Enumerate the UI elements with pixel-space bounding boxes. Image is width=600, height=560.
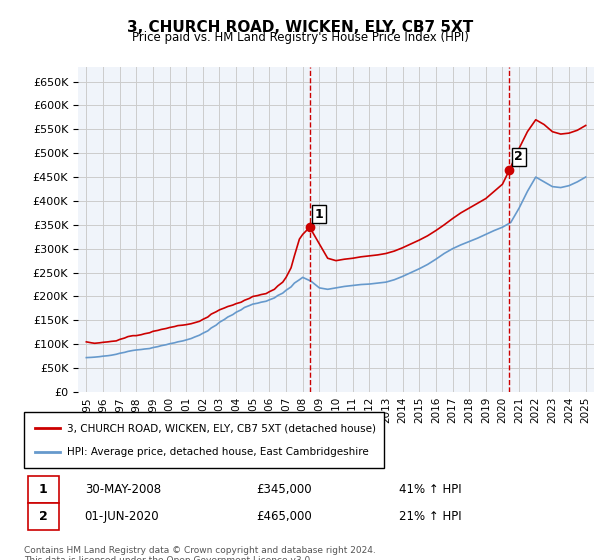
Text: £345,000: £345,000	[256, 483, 311, 496]
FancyBboxPatch shape	[24, 412, 384, 468]
Text: 3, CHURCH ROAD, WICKEN, ELY, CB7 5XT: 3, CHURCH ROAD, WICKEN, ELY, CB7 5XT	[127, 20, 473, 35]
Text: 01-JUN-2020: 01-JUN-2020	[85, 510, 160, 522]
Text: 21% ↑ HPI: 21% ↑ HPI	[400, 510, 462, 522]
Text: 2: 2	[514, 150, 523, 164]
Text: 1: 1	[314, 208, 323, 221]
Text: 3, CHURCH ROAD, WICKEN, ELY, CB7 5XT (detached house): 3, CHURCH ROAD, WICKEN, ELY, CB7 5XT (de…	[67, 423, 376, 433]
FancyBboxPatch shape	[28, 503, 59, 530]
Text: 1: 1	[39, 483, 47, 496]
FancyBboxPatch shape	[28, 475, 59, 503]
Text: Price paid vs. HM Land Registry's House Price Index (HPI): Price paid vs. HM Land Registry's House …	[131, 31, 469, 44]
Text: Contains HM Land Registry data © Crown copyright and database right 2024.
This d: Contains HM Land Registry data © Crown c…	[24, 546, 376, 560]
Text: 41% ↑ HPI: 41% ↑ HPI	[400, 483, 462, 496]
Text: 30-MAY-2008: 30-MAY-2008	[85, 483, 161, 496]
Text: £465,000: £465,000	[256, 510, 311, 522]
Text: 2: 2	[39, 510, 47, 522]
Text: HPI: Average price, detached house, East Cambridgeshire: HPI: Average price, detached house, East…	[67, 447, 369, 457]
